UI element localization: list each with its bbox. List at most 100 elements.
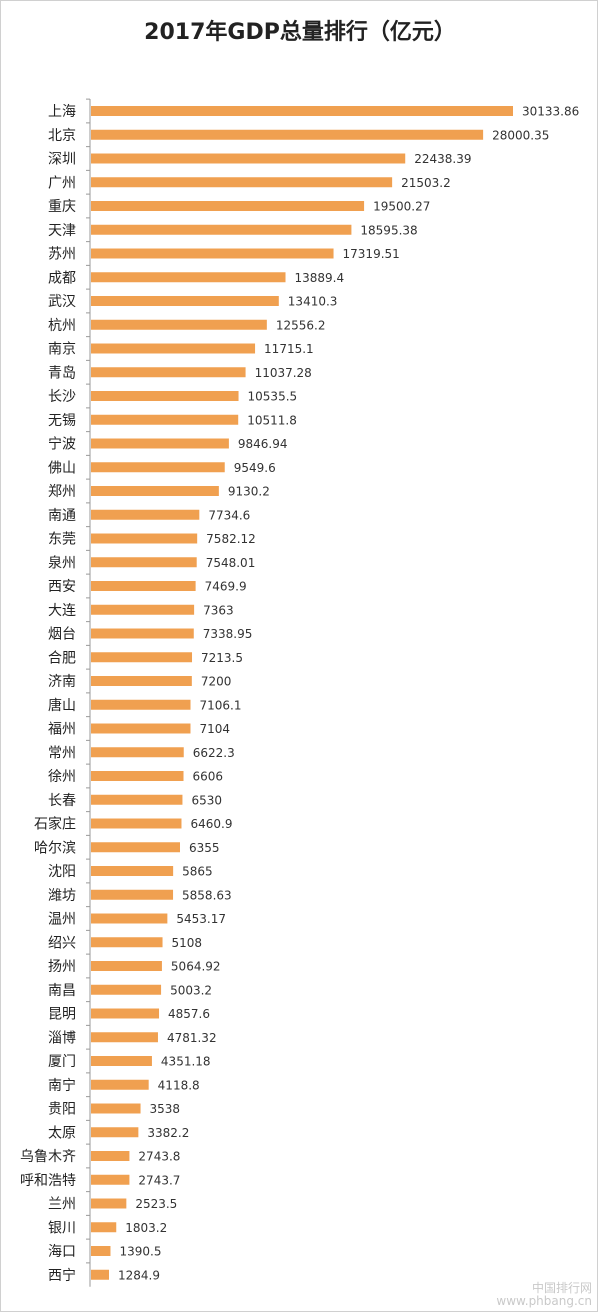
value-label: 21503.2 — [401, 176, 451, 190]
bar — [91, 1079, 149, 1090]
bar — [91, 319, 267, 330]
value-label: 4351.18 — [161, 1055, 211, 1069]
category-label: 海口 — [48, 1244, 76, 1260]
category-label: 烟台 — [48, 627, 76, 643]
category-label: 徐州 — [48, 769, 76, 785]
bar — [91, 343, 256, 354]
value-label: 6606 — [193, 770, 224, 784]
value-label: 7363 — [203, 603, 234, 617]
bar — [91, 272, 286, 283]
category-label: 长春 — [48, 793, 76, 809]
value-label: 2743.8 — [138, 1150, 180, 1164]
value-label: 5858.63 — [182, 888, 232, 902]
category-label: 东莞 — [48, 532, 76, 548]
value-label: 18595.38 — [360, 223, 417, 237]
value-label: 7582.12 — [206, 532, 256, 546]
bar — [91, 1103, 141, 1114]
bar — [91, 581, 196, 591]
value-label: 12556.2 — [276, 318, 326, 332]
value-label: 7338.95 — [203, 627, 253, 641]
chart-title: 2017年GDP总量排行（亿元） — [144, 20, 456, 45]
category-label: 福州 — [48, 722, 76, 738]
category-label: 南京 — [48, 342, 76, 358]
category-label: 成都 — [48, 270, 76, 286]
value-label: 13410.3 — [288, 295, 338, 309]
bar — [91, 557, 197, 568]
category-label: 太原 — [48, 1125, 76, 1141]
value-label: 19500.27 — [373, 200, 430, 214]
category-label: 天津 — [48, 223, 76, 239]
category-label: 南宁 — [48, 1077, 76, 1094]
value-label: 6460.9 — [190, 817, 232, 831]
bar — [91, 438, 229, 449]
bar — [91, 771, 184, 781]
category-label: 淄博 — [48, 1029, 76, 1046]
bar — [91, 842, 180, 853]
category-label: 昆明 — [48, 1007, 76, 1023]
value-label: 28000.35 — [492, 128, 549, 142]
bar — [91, 248, 334, 259]
value-label: 4118.8 — [158, 1078, 200, 1092]
bar — [91, 224, 352, 235]
bar — [91, 129, 484, 140]
watermark-name: 中国排行网 — [531, 1280, 592, 1295]
category-label: 扬州 — [48, 959, 76, 975]
bar — [91, 1032, 158, 1043]
value-label: 30133.86 — [522, 105, 579, 119]
category-label: 南通 — [48, 508, 76, 524]
value-label: 4857.6 — [168, 1007, 210, 1021]
value-label: 22438.39 — [414, 152, 471, 166]
value-label: 7734.6 — [208, 508, 250, 522]
category-label: 乌鲁木齐 — [20, 1149, 76, 1165]
bar — [91, 1008, 160, 1019]
category-label: 银川 — [48, 1220, 76, 1236]
bar — [91, 1246, 111, 1256]
value-label: 5453.17 — [176, 912, 226, 926]
bar — [91, 106, 513, 116]
value-label: 7200 — [201, 675, 232, 689]
category-label: 贵阳 — [48, 1102, 76, 1118]
category-label: 济南 — [48, 674, 76, 690]
bar — [91, 889, 174, 900]
category-label: 大连 — [48, 603, 76, 619]
category-label: 合肥 — [48, 650, 76, 666]
bar — [91, 676, 192, 686]
category-label: 广州 — [48, 175, 76, 191]
bar — [91, 153, 406, 164]
bar — [91, 1151, 130, 1161]
bar — [91, 913, 168, 924]
bar — [91, 1056, 152, 1066]
value-label: 5108 — [172, 936, 203, 950]
category-label: 兰州 — [48, 1197, 76, 1213]
category-label: 青岛 — [48, 365, 76, 381]
value-label: 3538 — [150, 1102, 181, 1116]
bar — [91, 1198, 127, 1209]
bar — [91, 961, 162, 971]
bar — [91, 1127, 139, 1138]
category-label: 郑州 — [48, 484, 76, 500]
category-label: 南昌 — [48, 983, 76, 999]
category-label: 杭州 — [48, 318, 76, 334]
bar — [91, 866, 174, 876]
category-label: 泉州 — [48, 554, 76, 571]
category-label: 厦门 — [48, 1054, 76, 1070]
value-label: 5003.2 — [170, 983, 212, 997]
bar — [91, 533, 198, 544]
bar — [91, 414, 239, 425]
value-label: 2523.5 — [135, 1197, 177, 1211]
watermark-url: www.phbang.cn — [496, 1293, 592, 1308]
category-label: 武汉 — [48, 294, 76, 310]
bar — [91, 1222, 117, 1233]
value-label: 6530 — [191, 793, 222, 807]
bar — [91, 794, 183, 805]
bars-group: 上海 30133.86 北京 28000.35 深圳 22438.39 广州 21503.2 重… — [20, 98, 579, 1284]
category-label: 苏州 — [48, 247, 76, 263]
category-label: 潍坊 — [48, 888, 76, 904]
category-label: 上海 — [48, 104, 76, 120]
bar — [91, 391, 239, 401]
value-label: 1803.2 — [125, 1221, 167, 1235]
bar — [91, 462, 225, 473]
value-label: 6622.3 — [193, 746, 235, 760]
bar — [91, 747, 184, 758]
